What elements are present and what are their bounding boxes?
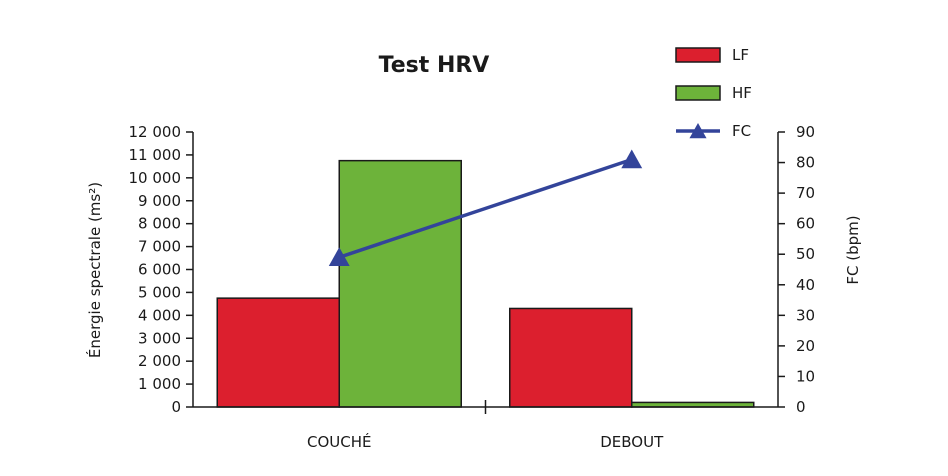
y-tick-label: 6 000 (138, 261, 181, 279)
y-tick-label: 1 000 (138, 375, 181, 393)
legend-marker-fc (689, 123, 707, 139)
y-tick-label: 0 (171, 398, 181, 416)
y-tick-label: 8 000 (138, 215, 181, 233)
y2-tick-label: 70 (796, 184, 815, 202)
y-tick-label: 4 000 (138, 306, 181, 324)
bar-hf-1 (338, 159, 462, 408)
y2-tick-label: 20 (796, 337, 815, 355)
y2-tick-label: 10 (796, 367, 815, 385)
y-tick-label: 2 000 (138, 352, 181, 370)
y-tick-label: 11 000 (129, 146, 182, 164)
legend: LF HF FC (675, 46, 752, 140)
x-tick-label: DEBOUT (600, 433, 664, 451)
y-tick-label: 7 000 (138, 238, 181, 256)
marker-fc-1 (328, 247, 350, 266)
y-tick-label: 5 000 (138, 283, 181, 301)
y-tick-label: 9 000 (138, 192, 181, 210)
y-tick-label: 3 000 (138, 329, 181, 347)
y2-tick-label: 0 (796, 398, 806, 416)
legend-swatch-hf (675, 85, 721, 101)
marker-fc-2 (621, 149, 643, 169)
x-tick-label: COUCHÉ (307, 432, 372, 451)
chart-title: Test HRV (379, 53, 490, 78)
y-tick-label: 12 000 (129, 123, 182, 141)
y2-tick-label: 90 (796, 123, 815, 141)
y2-axis-label: FC (bpm) (844, 215, 862, 284)
y2-tick-label: 60 (796, 215, 815, 233)
bar-lf-1 (216, 297, 340, 408)
legend-swatch-lf (675, 47, 721, 63)
line-fc (338, 157, 633, 259)
y2-tick-label: 30 (796, 306, 815, 324)
y2-tick-label: 40 (796, 276, 815, 294)
legend-label-fc: FC (732, 122, 751, 140)
y2-tick-label: 80 (796, 154, 815, 172)
y-axis-label: Énergie spectrale (ms²) (85, 182, 104, 358)
legend-label-lf: LF (732, 46, 749, 64)
y2-tick-label: 50 (796, 245, 815, 263)
bar-lf-2 (509, 307, 633, 408)
legend-label-hf: HF (732, 84, 752, 102)
y-tick-label: 10 000 (129, 169, 182, 187)
plot-area: 0 1 000 2 000 3 000 4 000 5 000 6 000 7 000 8 00… (129, 123, 816, 451)
